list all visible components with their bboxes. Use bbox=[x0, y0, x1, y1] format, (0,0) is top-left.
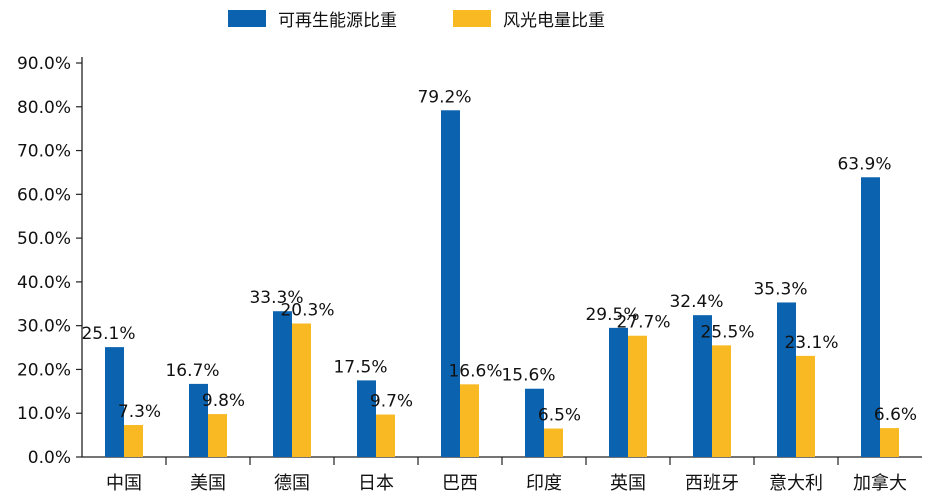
data-label-wind-solar: 23.1% bbox=[784, 333, 838, 353]
bar-renewable bbox=[777, 302, 796, 457]
legend: 可再生能源比重 风光电量比重 bbox=[228, 6, 661, 31]
data-label-wind-solar: 16.6% bbox=[448, 361, 502, 381]
bar-wind-solar bbox=[292, 323, 311, 457]
y-tick-label: 0.0% bbox=[28, 448, 71, 468]
data-label-wind-solar: 27.7% bbox=[616, 313, 670, 333]
x-tick-label: 中国 bbox=[106, 473, 142, 494]
y-tick-label: 90.0% bbox=[17, 54, 71, 74]
x-tick-label: 美国 bbox=[190, 473, 226, 494]
x-tick-label: 加拿大 bbox=[853, 472, 907, 494]
bar-renewable bbox=[357, 380, 376, 457]
data-label-renewable: 32.4% bbox=[669, 292, 723, 312]
data-label-renewable: 25.1% bbox=[81, 324, 135, 344]
data-label-wind-solar: 9.8% bbox=[202, 391, 245, 411]
x-tick-label: 日本 bbox=[358, 473, 394, 494]
y-tick-label: 40.0% bbox=[17, 273, 71, 293]
bar-wind-solar bbox=[544, 428, 563, 457]
bar-renewable bbox=[861, 177, 880, 457]
x-tick-label: 德国 bbox=[274, 473, 310, 494]
x-tick-label: 意大利 bbox=[769, 473, 823, 494]
data-label-renewable: 35.3% bbox=[753, 279, 807, 299]
bar-renewable bbox=[441, 110, 460, 457]
y-tick-label: 20.0% bbox=[17, 360, 71, 380]
x-tick-label: 西班牙 bbox=[685, 473, 739, 494]
data-label-renewable: 33.3% bbox=[249, 288, 303, 308]
data-label-renewable: 79.2% bbox=[417, 87, 471, 107]
y-tick-label: 80.0% bbox=[17, 98, 71, 118]
legend-swatch-renewable bbox=[228, 9, 266, 27]
bar-wind-solar bbox=[712, 345, 731, 457]
bar-wind-solar bbox=[880, 428, 899, 457]
bar-wind-solar bbox=[628, 335, 647, 457]
y-tick-label: 60.0% bbox=[17, 185, 71, 205]
bar-wind-solar bbox=[208, 414, 227, 457]
bar-wind-solar bbox=[124, 425, 143, 457]
bar-renewable bbox=[273, 311, 292, 457]
legend-item-wind-solar: 风光电量比重 bbox=[453, 6, 605, 31]
x-tick-label: 巴西 bbox=[442, 473, 478, 494]
data-label-wind-solar: 7.3% bbox=[118, 402, 161, 422]
y-tick-label: 50.0% bbox=[17, 229, 71, 249]
bar-wind-solar bbox=[796, 355, 815, 457]
legend-swatch-wind-solar bbox=[453, 9, 491, 27]
legend-label-wind-solar: 风光电量比重 bbox=[503, 10, 605, 31]
data-label-wind-solar: 20.3% bbox=[280, 300, 334, 320]
data-label-renewable: 15.6% bbox=[501, 366, 555, 386]
data-label-renewable: 16.7% bbox=[165, 361, 219, 381]
data-label-wind-solar: 25.5% bbox=[700, 322, 754, 342]
data-label-renewable: 29.5% bbox=[585, 305, 639, 325]
bar-renewable bbox=[105, 347, 124, 457]
legend-item-renewable: 可再生能源比重 bbox=[228, 6, 397, 31]
y-tick-label: 30.0% bbox=[17, 317, 71, 337]
x-tick-label: 英国 bbox=[610, 473, 646, 494]
y-tick-label: 70.0% bbox=[17, 142, 71, 162]
data-label-renewable: 17.5% bbox=[333, 357, 387, 377]
bar-renewable bbox=[693, 315, 712, 457]
data-label-renewable: 63.9% bbox=[837, 154, 891, 174]
bar-wind-solar bbox=[460, 384, 479, 457]
x-tick-label: 印度 bbox=[526, 473, 562, 494]
data-label-wind-solar: 9.7% bbox=[370, 392, 413, 412]
bar-renewable bbox=[189, 383, 208, 457]
bar-renewable bbox=[609, 327, 628, 457]
bar-renewable bbox=[525, 388, 544, 457]
data-label-wind-solar: 6.6% bbox=[874, 405, 917, 425]
y-tick-label: 10.0% bbox=[17, 404, 71, 424]
data-label-wind-solar: 6.5% bbox=[538, 406, 581, 426]
bar-wind-solar bbox=[376, 414, 395, 457]
legend-label-renewable: 可再生能源比重 bbox=[278, 10, 397, 31]
